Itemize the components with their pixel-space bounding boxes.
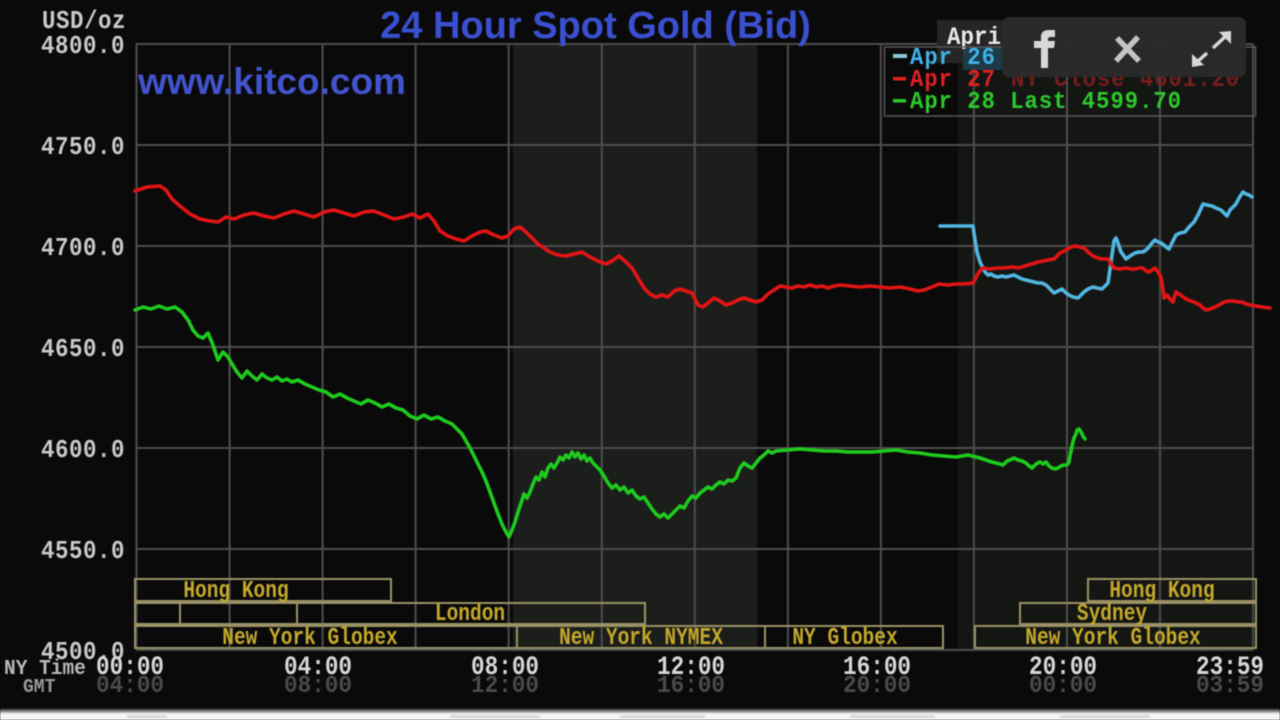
svg-text:03:59: 03:59 [1196,673,1264,700]
svg-text:Apr 27: Apr 27 [910,67,996,94]
svg-text:4650.0: 4650.0 [41,336,125,365]
svg-text:00:00: 00:00 [1029,673,1097,700]
svg-text:London: London [435,600,505,627]
svg-text:20:00: 20:00 [843,673,911,700]
svg-text:23:59: 23:59 [1196,652,1264,682]
svg-text:24 Hour Spot Gold (Bid): 24 Hour Spot Gold (Bid) [380,5,811,47]
svg-text:4600.0: 4600.0 [41,437,125,466]
svg-text:USD/oz: USD/oz [42,8,126,37]
svg-text:Sydney: Sydney [1077,600,1147,627]
svg-text:04:00: 04:00 [284,652,352,682]
svg-text:20:00: 20:00 [1029,652,1097,682]
svg-text:16:00: 16:00 [843,652,911,682]
svg-text:www.kitco.com: www.kitco.com [137,61,406,102]
svg-text:4750.0: 4750.0 [41,134,125,163]
svg-text:04:00: 04:00 [96,673,164,700]
svg-text:00:00: 00:00 [96,652,164,682]
svg-text:12:00: 12:00 [657,652,725,682]
svg-text:08:00: 08:00 [471,652,539,682]
svg-text:New York Globex: New York Globex [1025,624,1201,651]
svg-text:NY Time: NY Time [4,657,86,681]
svg-text:GMT: GMT [23,675,55,698]
svg-text:16:00: 16:00 [657,673,725,700]
svg-text:Hong Kong: Hong Kong [1109,577,1214,604]
svg-text:Apr 26: Apr 26 [910,45,996,72]
svg-text:New York Globex: New York Globex [222,624,398,651]
svg-text:12:00: 12:00 [471,673,539,700]
svg-text:4550.0: 4550.0 [41,538,125,567]
svg-text:New York NYMEX: New York NYMEX [559,624,724,651]
svg-text:4800.0: 4800.0 [41,33,125,62]
svg-text:Apr 28 Last 4599.70: Apr 28 Last 4599.70 [910,89,1182,116]
svg-text:4500.0: 4500.0 [41,639,125,668]
svg-text:4700.0: 4700.0 [41,235,125,264]
svg-text:NY Globex: NY Globex [792,624,897,651]
svg-text:Hong Kong: Hong Kong [183,577,288,604]
svg-text:08:00: 08:00 [284,673,352,700]
